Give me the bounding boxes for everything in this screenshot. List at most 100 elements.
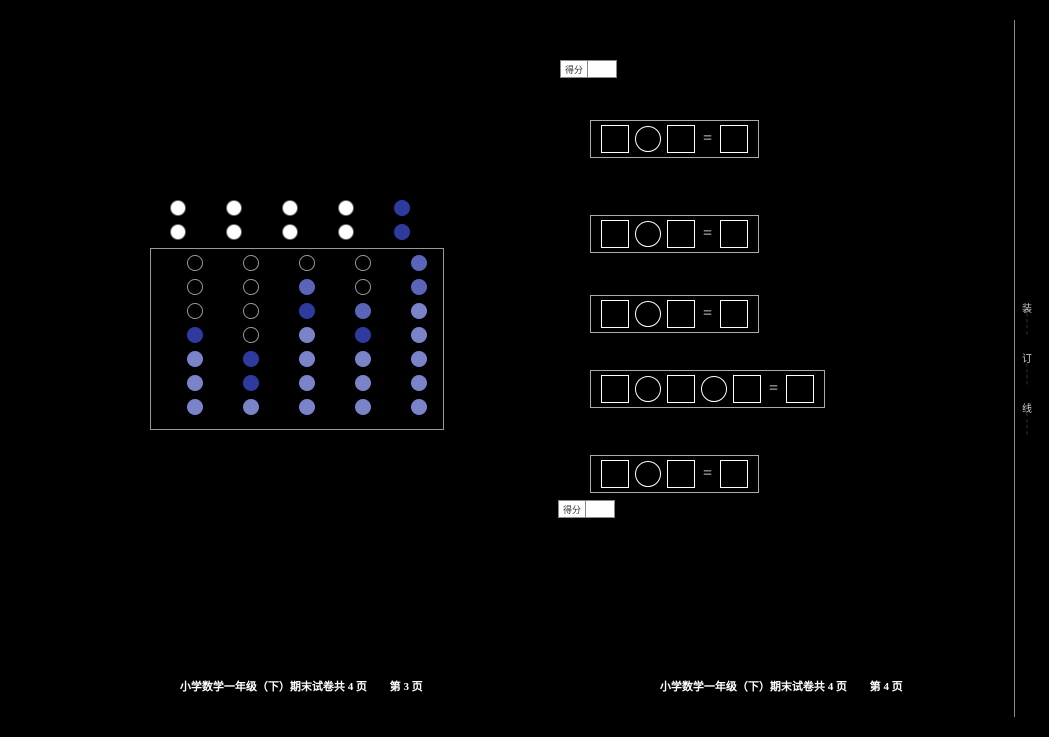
blank-square [601,125,629,153]
blank-square [667,125,695,153]
score-label-bottom: 得分 [559,501,586,517]
equals-sign: = [701,305,714,323]
blank-square [720,220,748,248]
dot [187,399,203,415]
dot [411,303,427,319]
dot [355,375,371,391]
binding-dash: ¦ [1021,324,1033,335]
dot [355,279,371,295]
dot [411,375,427,391]
blank-square [667,300,695,328]
dot [226,224,242,240]
dot-box [150,248,444,430]
dot [338,224,354,240]
dot [187,303,203,319]
dot [355,303,371,319]
dot [282,200,298,216]
dot [187,351,203,367]
dot [282,224,298,240]
blank-square [667,375,695,403]
page-spread: 小学数学一年级（下）期末试卷共 4 页 第 3 页 得分 = = = = = 得分 小学… [20,20,980,720]
binding-dash: ¦ [1021,374,1033,385]
dot-row [167,327,427,343]
dot [170,224,186,240]
dot [243,351,259,367]
equals-sign: = [701,130,714,148]
blank-square [601,460,629,488]
binding-dash: ¦ [1021,312,1033,323]
dot [411,279,427,295]
dot [299,375,315,391]
equation-strip: = [590,295,759,333]
dot-row [167,255,427,271]
dot [411,327,427,343]
dot [338,200,354,216]
equation-strip: = [590,370,825,408]
blank-square [733,375,761,403]
blank-square [720,125,748,153]
dot-row [150,200,444,216]
dot [299,303,315,319]
binding-line [1014,20,1015,717]
dot [187,375,203,391]
operator-circle [635,126,661,152]
footer-left-text: 小学数学一年级（下）期末试卷共 4 页 [180,681,367,693]
dot [226,200,242,216]
dot [355,399,371,415]
equation-strip: = [590,120,759,158]
dot [243,279,259,295]
binding-dash: ¦ [1021,412,1033,423]
score-box-top: 得分 [560,60,617,78]
dot-row [167,375,427,391]
score-label-top: 得分 [561,61,588,77]
equals-sign: = [701,465,714,483]
equals-sign: = [767,380,780,398]
dot [411,255,427,271]
binding-dash: ¦ [1021,362,1033,373]
operator-circle [701,376,727,402]
blank-square [667,460,695,488]
score-blank-top [588,61,616,77]
score-box-bottom: 得分 [558,500,615,518]
dot [411,399,427,415]
dot [187,327,203,343]
dot-row [167,279,427,295]
binding-dash: ¦ [1021,424,1033,435]
dot [355,255,371,271]
dot [170,200,186,216]
footer-right-page: 第 4 页 [870,681,903,693]
dot [243,327,259,343]
left-page: 小学数学一年级（下）期末试卷共 4 页 第 3 页 [20,20,500,720]
blank-square [601,375,629,403]
blank-square [720,300,748,328]
dot [187,255,203,271]
dot [299,327,315,343]
blank-square [667,220,695,248]
dot [299,279,315,295]
operator-circle [635,461,661,487]
dot-grid [150,200,444,430]
dot [243,255,259,271]
footer-right-text: 小学数学一年级（下）期末试卷共 4 页 [660,681,847,693]
dot [187,279,203,295]
dot [355,351,371,367]
dot [394,224,410,240]
footer-left-page: 第 3 页 [390,681,423,693]
blank-square [786,375,814,403]
footer-right: 小学数学一年级（下）期末试卷共 4 页 第 4 页 [660,678,903,694]
dot [243,375,259,391]
dot [243,399,259,415]
footer-left: 小学数学一年级（下）期末试卷共 4 页 第 3 页 [180,678,423,694]
blank-square [720,460,748,488]
operator-circle [635,376,661,402]
equation-strip: = [590,215,759,253]
blank-square [601,220,629,248]
dot [299,351,315,367]
dot-row [150,224,444,240]
dot-row [167,303,427,319]
dot [299,399,315,415]
dot [299,255,315,271]
dot [355,327,371,343]
dot-row [167,399,427,415]
operator-circle [635,221,661,247]
